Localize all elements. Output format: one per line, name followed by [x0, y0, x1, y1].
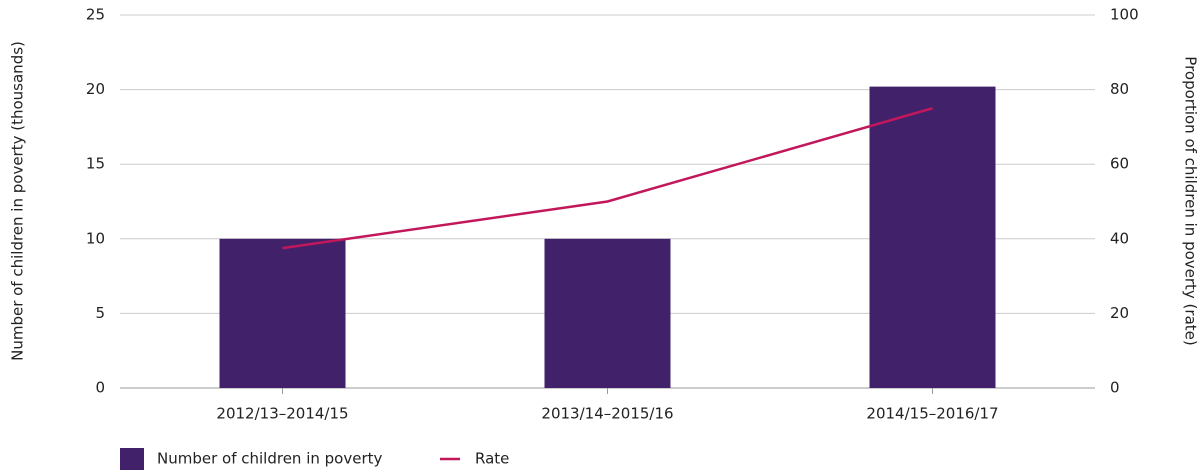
y-axis-label: Number of children in poverty (thousands… [9, 41, 27, 361]
x-tick-label: 2012/13–2014/15 [216, 405, 348, 423]
y2-tick-label: 80 [1110, 80, 1129, 98]
bar [869, 86, 996, 388]
x-tick-label: 2013/14–2015/16 [541, 405, 673, 423]
y2-tick-label: 40 [1110, 229, 1129, 247]
y-tick-label: 25 [86, 6, 105, 24]
y-tick-label: 10 [86, 229, 105, 247]
y-tick-label: 15 [86, 155, 105, 173]
legend-swatch [120, 448, 144, 470]
bar [544, 238, 671, 388]
y2-tick-label: 0 [1110, 379, 1120, 397]
y2-tick-label: 100 [1110, 6, 1139, 24]
y2-axis-label: Proportion of children in poverty (rate) [1182, 56, 1200, 345]
x-tick-label: 2014/15–2016/17 [866, 405, 998, 423]
y-tick-label: 5 [95, 304, 105, 322]
y2-tick-label: 60 [1110, 155, 1129, 173]
y2-tick-label: 20 [1110, 304, 1129, 322]
y-tick-label: 20 [86, 80, 105, 98]
bar [219, 238, 346, 388]
legend-label: Rate [475, 450, 509, 468]
y-tick-label: 0 [95, 379, 105, 397]
line [282, 107, 933, 250]
legend-label: Number of children in poverty [157, 450, 382, 468]
